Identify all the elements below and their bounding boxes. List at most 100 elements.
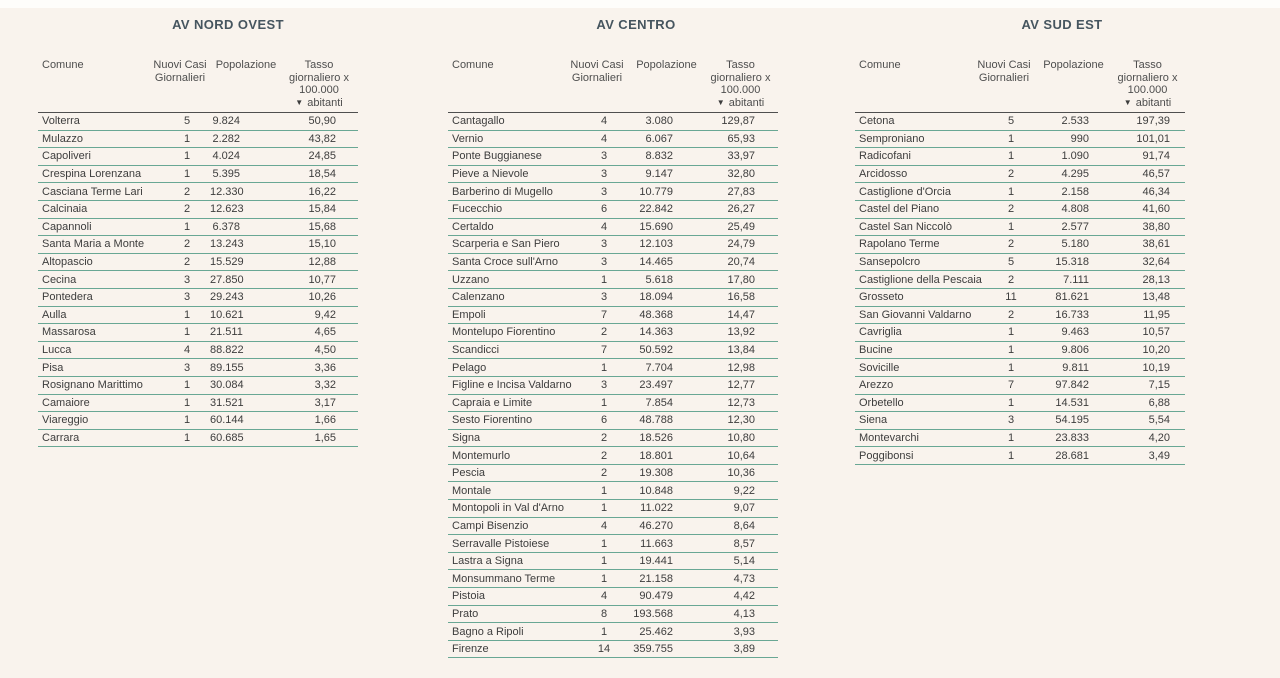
cell-popolazione: 10.621 (210, 308, 244, 321)
cell-tasso: 9,42 (314, 308, 336, 321)
cell-nuovi-casi: 8 (600, 607, 608, 620)
table-body: Cetona 5 2.533 197,39 Semproniano 1 990 101,01 R… (855, 113, 1185, 465)
cell-comune: Montemurlo (452, 449, 511, 462)
cell-popolazione: 89.155 (210, 361, 244, 374)
table-row: Semproniano 1 990 101,01 (855, 131, 1185, 149)
cell-popolazione: 2.577 (1061, 220, 1089, 233)
cell-tasso: 129,87 (721, 115, 755, 128)
cell-comune: Bucine (859, 344, 893, 357)
cell-popolazione: 193.568 (633, 607, 673, 620)
table-header-row: Comune Nuovi Casi Giornalieri Popolazion… (855, 59, 1185, 113)
table-row: Calenzano 3 18.094 16,58 (448, 289, 778, 307)
cell-comune: Montale (452, 484, 492, 497)
column-header-nuovi-casi[interactable]: Nuovi Casi Giornalieri (570, 59, 624, 84)
cell-comune: Scarperia e San Piero (452, 238, 560, 251)
cell-comune: Siena (859, 414, 888, 427)
cell-comune: Mulazzo (42, 132, 83, 145)
cell-popolazione: 48.788 (639, 414, 673, 427)
cell-popolazione: 1.090 (1061, 150, 1089, 163)
cell-popolazione: 18.801 (639, 449, 673, 462)
column-header-tasso[interactable]: Tasso giornaliero x 100.000 ▼ abitanti (289, 59, 349, 109)
cell-comune: Pisa (42, 361, 64, 374)
cell-popolazione: 22.842 (639, 203, 673, 216)
column-header-nuovi-casi[interactable]: Nuovi Casi Giornalieri (977, 59, 1031, 84)
column-header-popolazione[interactable]: Popolazione (636, 59, 697, 71)
cell-comune: Figline e Incisa Valdarno (452, 379, 572, 392)
column-header-comune[interactable]: Comune (859, 59, 901, 71)
cell-popolazione: 15.690 (639, 220, 673, 233)
table-title: AV SUD EST (1021, 17, 1103, 32)
cell-popolazione: 4.295 (1061, 168, 1089, 181)
column-header-popolazione[interactable]: Popolazione (1043, 59, 1104, 71)
sort-descending-icon[interactable]: ▼ (295, 97, 304, 107)
column-header-comune[interactable]: Comune (452, 59, 494, 71)
cell-tasso: 14,47 (727, 308, 755, 321)
cell-popolazione: 19.308 (639, 467, 673, 480)
cell-comune: Viareggio (42, 414, 89, 427)
cell-popolazione: 4.808 (1061, 203, 1089, 216)
cell-comune: Pieve a Nievole (452, 168, 529, 181)
cell-tasso: 1,66 (314, 414, 336, 427)
column-header-tasso[interactable]: Tasso giornaliero x 100.000 ▼ abitanti (710, 59, 771, 109)
table-title: AV CENTRO (596, 17, 676, 32)
table-row: Pelago 1 7.704 12,98 (448, 359, 778, 377)
table-row: Fucecchio 6 22.842 26,27 (448, 201, 778, 219)
cell-nuovi-casi: 4 (600, 590, 608, 603)
table-row: Montale 1 10.848 9,22 (448, 482, 778, 501)
cell-comune: Ponte Buggianese (452, 150, 542, 163)
sort-descending-icon[interactable]: ▼ (1123, 97, 1132, 107)
cell-popolazione: 10.779 (639, 185, 673, 198)
cell-tasso: 4,50 (314, 344, 336, 357)
table-row: Cecina 3 27.850 10,77 (38, 271, 358, 289)
cell-popolazione: 8.832 (645, 150, 673, 163)
cell-comune: Castiglione della Pescaia (859, 273, 982, 286)
cell-popolazione: 11.663 (640, 537, 673, 550)
cell-popolazione: 48.368 (639, 308, 673, 321)
table-body: Volterra 5 9.824 50,90 Mulazzo 1 2.282 43,82 Cap… (38, 113, 358, 448)
cell-tasso: 32,64 (1142, 256, 1170, 269)
cell-tasso: 38,80 (1142, 220, 1170, 233)
cell-nuovi-casi: 7 (600, 344, 608, 357)
cell-tasso: 50,90 (308, 115, 336, 128)
cell-comune: Casciana Terme Lari (42, 185, 143, 198)
cell-tasso: 13,84 (727, 344, 755, 357)
table-row: Prato 8 193.568 4,13 (448, 606, 778, 624)
cell-popolazione: 15.318 (1055, 256, 1089, 269)
cell-comune: Castiglione d'Orcia (859, 185, 951, 198)
table-row: Pieve a Nievole 3 9.147 32,80 (448, 166, 778, 184)
cell-nuovi-casi: 1 (183, 308, 191, 321)
table-body: Cantagallo 4 3.080 129,87 Vernio 4 6.067 65,93 P… (448, 113, 778, 659)
cell-comune: Pistoia (452, 590, 486, 603)
table-row: Aulla 1 10.621 9,42 (38, 307, 358, 325)
sort-descending-icon[interactable]: ▼ (716, 97, 725, 107)
cell-nuovi-casi: 1 (183, 414, 191, 427)
table-row: Mulazzo 1 2.282 43,82 (38, 131, 358, 149)
cell-nuovi-casi: 3 (600, 150, 608, 163)
cell-nuovi-casi: 6 (600, 414, 608, 427)
cell-comune: Signa (452, 431, 481, 444)
table-row: Firenze 14 359.755 3,89 (448, 641, 778, 659)
cell-tasso: 3,36 (314, 361, 336, 374)
cell-nuovi-casi: 1 (1007, 326, 1015, 339)
cell-popolazione: 29.243 (210, 291, 244, 304)
cell-nuovi-casi: 1 (600, 484, 608, 497)
cell-nuovi-casi: 2 (183, 185, 191, 198)
column-header-comune[interactable]: Comune (42, 59, 84, 71)
column-header-tasso[interactable]: Tasso giornaliero x 100.000 ▼ abitanti (1117, 59, 1178, 109)
cell-comune: Prato (452, 607, 479, 620)
column-header-nuovi-casi[interactable]: Nuovi Casi Giornalieri (153, 59, 207, 84)
cell-tasso: 6,88 (1148, 396, 1170, 409)
cell-tasso: 17,80 (727, 273, 755, 286)
cell-popolazione: 7.704 (645, 361, 673, 374)
table-row: Barberino di Mugello 3 10.779 27,83 (448, 183, 778, 201)
cell-comune: Santa Maria a Monte (42, 238, 145, 251)
cell-popolazione: 18.526 (639, 431, 673, 444)
column-header-popolazione[interactable]: Popolazione (215, 59, 277, 71)
cell-nuovi-casi: 2 (600, 449, 608, 462)
table-row: Casciana Terme Lari 2 12.330 16,22 (38, 183, 358, 201)
cell-nuovi-casi: 7 (600, 308, 608, 321)
cell-nuovi-casi: 3 (183, 273, 191, 286)
table-row: Cantagallo 4 3.080 129,87 (448, 113, 778, 131)
table-row: Viareggio 1 60.144 1,66 (38, 412, 358, 430)
cell-nuovi-casi: 3 (1007, 414, 1015, 427)
